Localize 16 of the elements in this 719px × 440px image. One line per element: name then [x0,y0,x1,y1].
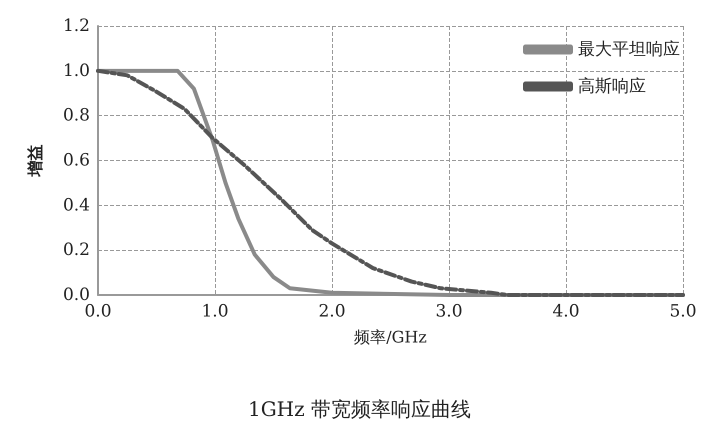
legend-label: 高斯响应 [578,76,646,96]
x-tick-label: 1.0 [201,302,229,322]
x-tick-label: 3.0 [435,302,463,322]
legend-label: 最大平坦响应 [578,40,680,60]
y-tick-label: 0.6 [62,150,90,170]
y-tick-label: 0.8 [62,106,90,126]
text: 1GHz 带宽频率响应曲线 [248,397,472,421]
y-tick-label: 0.2 [62,240,90,260]
y-tick-label: 1.2 [62,16,90,36]
x-axis-title: 频率/GHz [354,328,427,346]
y-tick-label: 1.0 [62,60,90,81]
x-tick-label: 2.0 [318,302,346,322]
y-axis-title: 增益 [26,144,44,178]
y-tick-label: 0.4 [62,195,90,216]
x-tick-label: 5.0 [669,302,697,322]
x-tick-label: 4.0 [552,302,580,322]
